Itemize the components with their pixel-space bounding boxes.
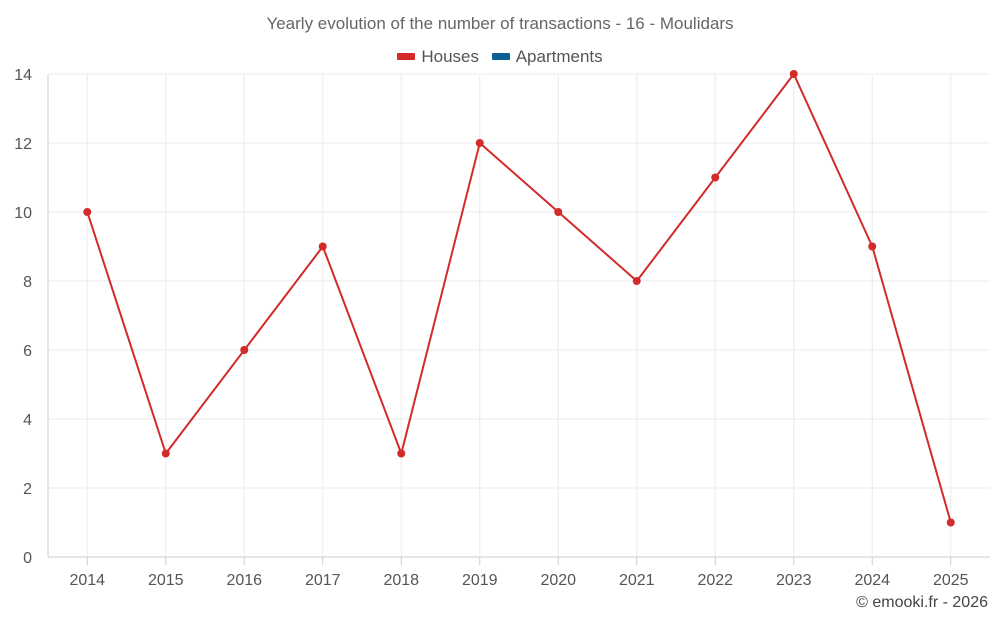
x-tick-label: 2016 — [226, 572, 262, 589]
x-tick-label: 2023 — [776, 572, 812, 589]
y-tick-label: 10 — [14, 205, 32, 222]
credit-text: © emooki.fr - 2026 — [856, 594, 988, 611]
data-point-houses — [318, 242, 327, 251]
y-tick-label: 8 — [23, 274, 32, 291]
y-tick-label: 2 — [23, 481, 32, 498]
data-point-houses — [161, 449, 170, 458]
legend-swatch-houses — [397, 53, 416, 60]
y-tick-label: 6 — [23, 343, 32, 360]
data-point-houses — [946, 518, 955, 527]
x-tick-label: 2019 — [462, 572, 498, 589]
data-point-houses — [711, 173, 720, 182]
y-tick-label: 12 — [14, 136, 32, 153]
data-point-houses — [632, 277, 641, 285]
chart-title: Yearly evolution of the number of transa… — [266, 14, 734, 33]
legend-label-apartments: Apartments — [515, 46, 603, 66]
x-tick-label: 2025 — [933, 572, 969, 589]
legend-item-apartments[interactable]: Apartments — [491, 46, 603, 67]
data-point-houses — [868, 242, 877, 251]
legend-item-houses[interactable]: Houses — [397, 47, 479, 67]
y-tick-label: 4 — [23, 412, 32, 429]
legend-label-houses: Houses — [421, 46, 479, 66]
x-tick-label: 2014 — [69, 572, 105, 589]
data-point-houses — [240, 346, 249, 354]
x-tick-label: 2017 — [305, 572, 341, 589]
data-point-houses — [789, 70, 798, 78]
data-point-houses — [83, 208, 92, 216]
data-point-houses — [475, 139, 484, 147]
y-tick-label: 14 — [14, 67, 32, 84]
x-tick-label: 2022 — [697, 572, 733, 589]
x-tick-label: 2020 — [540, 572, 576, 589]
series-line-houses — [86, 73, 952, 523]
data-point-houses — [554, 208, 563, 216]
y-tick-label: 0 — [23, 550, 32, 567]
data-point-houses — [397, 449, 406, 458]
legend-swatch-apartments — [491, 53, 510, 60]
x-tick-label: 2021 — [619, 572, 655, 589]
legend: Houses Apartments — [0, 45, 1000, 67]
x-tick-label: 2015 — [148, 572, 184, 589]
x-tick-label: 2018 — [383, 572, 419, 589]
x-tick-label: 2024 — [854, 572, 890, 589]
